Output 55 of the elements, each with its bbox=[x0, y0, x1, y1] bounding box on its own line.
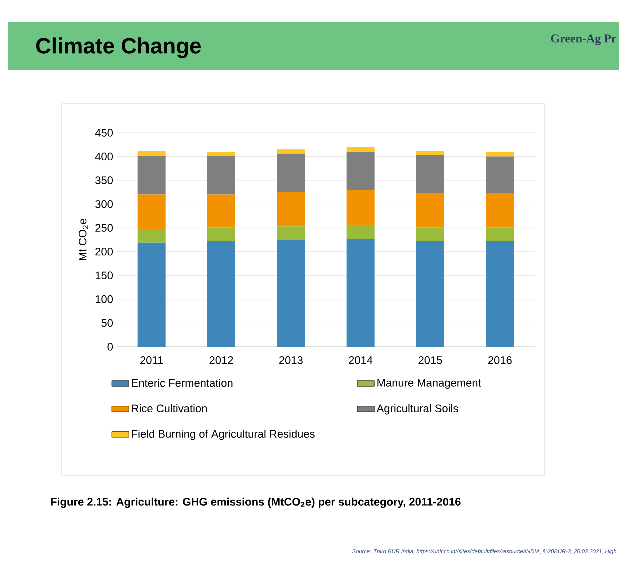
x-tick-label: 2011 bbox=[140, 356, 164, 364]
x-tick-label: 2013 bbox=[279, 356, 303, 364]
y-tick-label: 300 bbox=[96, 200, 114, 208]
bar bbox=[277, 192, 306, 227]
bar bbox=[416, 155, 444, 194]
bar bbox=[486, 241, 514, 347]
bar bbox=[486, 152, 514, 157]
y-tick-label: 450 bbox=[95, 129, 114, 137]
bar bbox=[346, 239, 375, 347]
legend-label: Agricultural Soils bbox=[376, 404, 458, 415]
bar bbox=[277, 154, 306, 192]
bar bbox=[346, 152, 375, 190]
y-tick-label: 400 bbox=[95, 152, 114, 161]
y-tick-label: 350 bbox=[96, 176, 114, 184]
bar bbox=[346, 190, 375, 226]
legend-label: Manure Management bbox=[378, 379, 482, 390]
text: Green-Ag Pr bbox=[551, 34, 617, 46]
bar bbox=[346, 147, 375, 152]
bar bbox=[208, 194, 236, 228]
x-tick-label: 2015 bbox=[418, 356, 442, 364]
x-tick-label: 2016 bbox=[488, 356, 512, 364]
caption: Figure 2.15: Agriculture: GHG emissions (MtCO$_{2}$e) per subcategory, 2011-2016 bbox=[51, 498, 461, 508]
bar bbox=[416, 228, 444, 242]
legend-label: Field Burning of Agricultural Residues bbox=[132, 430, 315, 440]
bar bbox=[277, 240, 306, 347]
y-tick-label: 250 bbox=[96, 224, 114, 232]
bar bbox=[208, 228, 236, 242]
bar bbox=[277, 150, 306, 154]
y-tick-label: 100 bbox=[96, 296, 114, 304]
bar bbox=[138, 229, 166, 243]
bar bbox=[346, 225, 375, 240]
bar bbox=[138, 194, 166, 230]
legend-label: Rice Cultivation bbox=[132, 404, 207, 413]
bar bbox=[486, 193, 514, 228]
bar bbox=[138, 156, 166, 195]
x-tick-label: 2012 bbox=[210, 356, 234, 364]
bar bbox=[208, 152, 236, 156]
bar bbox=[138, 242, 166, 347]
y-tick-label: 200 bbox=[96, 248, 114, 256]
bar bbox=[486, 156, 514, 194]
legend-label: Enteric Fermentation bbox=[132, 379, 233, 388]
y-tick-label: 150 bbox=[96, 272, 114, 280]
bar bbox=[416, 151, 444, 156]
bar bbox=[416, 193, 444, 228]
x-tick-label: 2014 bbox=[349, 356, 373, 364]
y-axis-title: Mt CO$_{2}$e bbox=[78, 219, 88, 260]
chart-title: Climate Change bbox=[36, 38, 202, 58]
bar bbox=[277, 226, 306, 240]
bar bbox=[208, 241, 236, 347]
bar bbox=[486, 228, 514, 242]
bar bbox=[138, 152, 166, 156]
bar bbox=[416, 241, 444, 347]
y-tick-label: 50 bbox=[102, 319, 114, 328]
bar bbox=[208, 156, 236, 195]
y-tick-label: 0 bbox=[108, 343, 114, 351]
